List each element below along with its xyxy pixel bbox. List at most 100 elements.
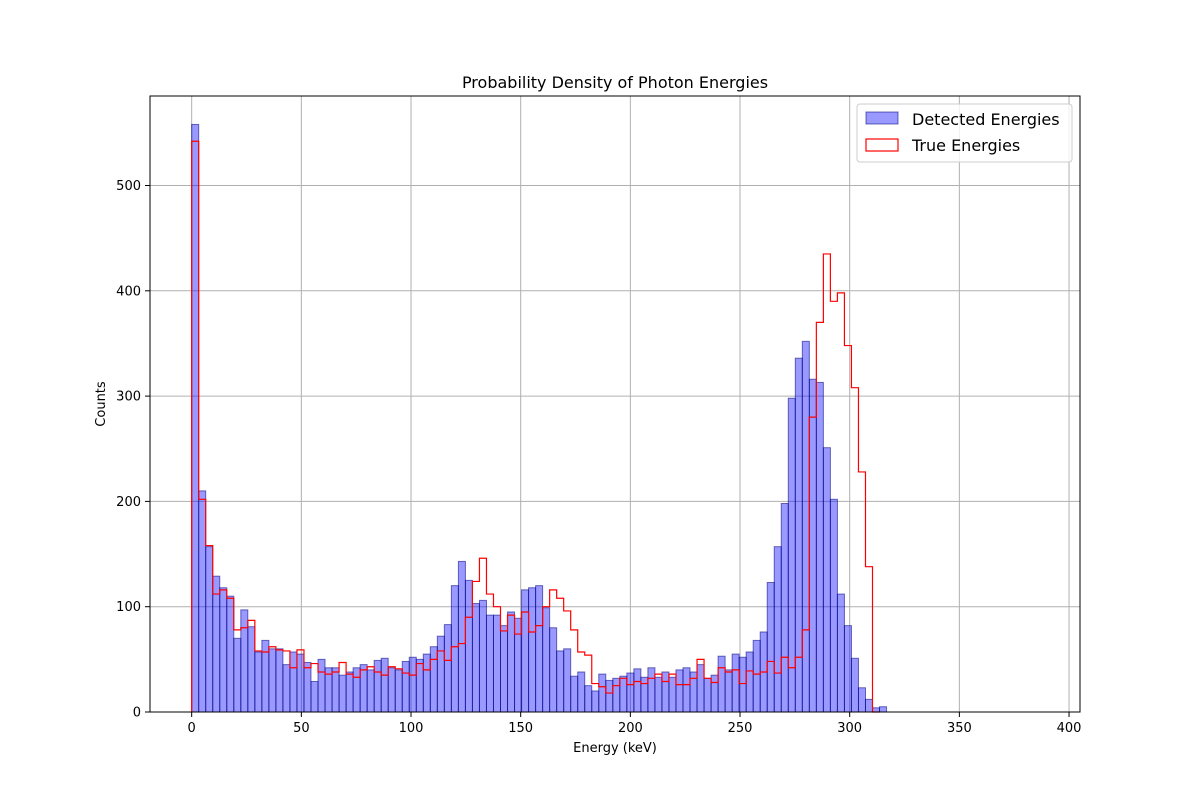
histogram-bar <box>633 668 642 713</box>
histogram-bar <box>528 587 537 713</box>
histogram-bar <box>275 648 284 713</box>
histogram-bar <box>240 609 249 713</box>
histogram-bar <box>815 381 824 713</box>
histogram-bar <box>436 635 445 713</box>
histogram-bar <box>521 589 530 713</box>
histogram-bar <box>696 664 705 713</box>
histogram-bar <box>296 653 305 713</box>
histogram-bar <box>282 664 291 713</box>
histogram-bar <box>457 560 466 713</box>
histogram-bar <box>857 687 866 713</box>
histogram-bar <box>373 659 382 713</box>
histogram-bar <box>261 639 270 713</box>
histogram-bar <box>598 673 607 713</box>
legend-swatch-true <box>865 138 899 152</box>
histogram-bar <box>226 595 235 713</box>
legend: Detected Energies True Energies <box>856 103 1073 163</box>
histogram-bar <box>703 677 712 713</box>
histogram-bar <box>198 490 207 713</box>
histogram-bar <box>352 667 361 713</box>
histogram-bar <box>338 674 347 713</box>
histogram-bar <box>394 669 403 713</box>
histogram-bar <box>219 587 228 713</box>
histogram-bar <box>205 546 214 713</box>
histogram-bar <box>212 575 221 713</box>
histogram-bar <box>464 579 473 713</box>
y-tick-label: 0 <box>133 706 141 721</box>
x-tick-label: 100 <box>399 721 424 736</box>
histogram-bar <box>787 397 796 713</box>
y-axis-label: Counts <box>94 381 109 427</box>
legend-label-detected: Detected Energies <box>912 110 1060 129</box>
histogram-bar <box>268 648 277 713</box>
step-outline <box>191 140 880 713</box>
x-tick-label: 350 <box>947 721 972 736</box>
chart-title: Probability Density of Photon Energies <box>462 73 768 92</box>
histogram-bar <box>640 676 649 713</box>
histogram-bar <box>717 655 726 713</box>
histogram-bar <box>549 627 558 713</box>
histogram-bar <box>577 671 586 713</box>
x-tick-label: 0 <box>188 721 196 736</box>
histogram-bar <box>289 651 298 713</box>
histogram-bar <box>450 585 459 713</box>
histogram-bar <box>843 625 852 713</box>
histogram-bar <box>500 625 509 713</box>
histogram-bar <box>668 676 677 713</box>
histogram-bar <box>591 690 600 713</box>
histogram-bar <box>570 675 579 713</box>
histogram-bar <box>556 650 565 713</box>
histogram-bar <box>654 676 663 713</box>
histogram-bar <box>380 657 389 713</box>
histogram-bar <box>478 599 487 713</box>
histogram-bar <box>773 546 782 713</box>
histogram-bar <box>829 498 838 713</box>
histogram-bar <box>731 653 740 713</box>
histogram-bar <box>247 626 256 713</box>
histogram-bar <box>584 685 593 713</box>
histogram-bar <box>359 664 368 713</box>
legend-box <box>856 103 1073 163</box>
histogram-bar <box>303 662 312 713</box>
histogram-bar <box>485 614 494 713</box>
histogram-bar <box>535 585 544 713</box>
histogram-bar <box>780 503 789 713</box>
histogram-bar <box>808 378 817 713</box>
histogram-bar <box>710 674 719 713</box>
x-tick-label: 150 <box>508 721 533 736</box>
histogram-bar <box>233 637 242 713</box>
histogram-bar <box>401 660 410 713</box>
histogram-bar <box>822 447 831 713</box>
histogram-bar <box>387 667 396 713</box>
histogram-bar <box>864 698 874 713</box>
histogram-bar <box>331 667 340 713</box>
histogram-bar <box>310 680 319 713</box>
histogram-bar <box>619 675 628 713</box>
histogram-bar <box>647 667 656 713</box>
y-tick-label: 400 <box>116 284 141 299</box>
y-tick-label: 100 <box>116 600 141 615</box>
histogram-bar <box>794 357 803 713</box>
histogram-bar <box>661 671 670 713</box>
histogram-bar <box>422 653 431 713</box>
grid <box>150 96 1080 713</box>
x-axis-ticks: 0 50 100 150 200 250 300 350 400 <box>188 712 1081 736</box>
histogram-bar <box>563 648 572 713</box>
histogram-bar <box>682 667 691 713</box>
histogram-bar <box>879 706 888 713</box>
legend-swatch-detected <box>865 111 899 125</box>
histogram-bar <box>766 581 775 713</box>
histogram-bar <box>507 611 516 713</box>
x-tick-label: 300 <box>837 721 862 736</box>
y-axis-ticks: 0 100 200 300 400 500 <box>116 179 150 721</box>
y-tick-label: 500 <box>116 179 141 194</box>
histogram-bar <box>415 658 424 713</box>
histogram-bar <box>626 672 635 713</box>
histogram-bar <box>872 707 881 713</box>
x-tick-label: 50 <box>293 721 310 736</box>
histogram-bar <box>836 593 845 713</box>
histogram-bar <box>850 657 859 713</box>
histogram-bar <box>738 656 747 713</box>
